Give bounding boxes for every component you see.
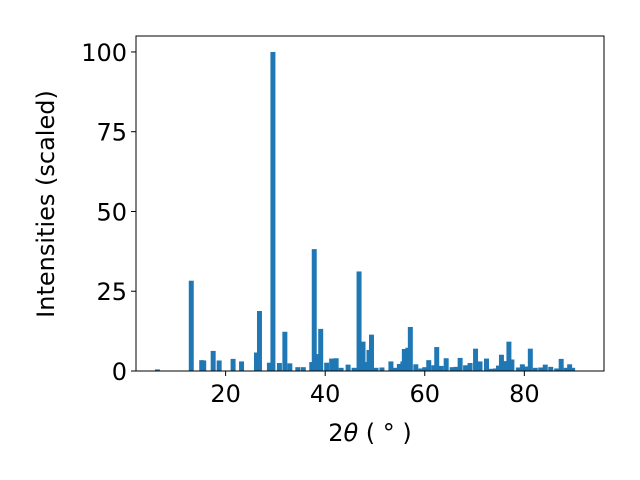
bar — [413, 364, 419, 371]
y-tick-label: 25 — [96, 278, 127, 306]
bar — [570, 367, 576, 371]
bar — [554, 368, 560, 371]
bar — [345, 364, 351, 371]
bar — [449, 367, 455, 371]
bar — [457, 357, 463, 371]
x-axis-ticks: 20 40 60 80 — [210, 371, 540, 408]
x-axis-label-prefix: 2 — [328, 419, 343, 447]
bar — [401, 348, 407, 371]
x-tick-label: 40 — [310, 380, 341, 408]
bar — [270, 51, 276, 371]
x-axis-label-theta: θ — [343, 419, 358, 447]
bar — [324, 362, 330, 371]
bar — [210, 350, 216, 371]
bar — [532, 367, 538, 371]
x-tick-label: 80 — [509, 380, 540, 408]
bar — [523, 366, 529, 371]
bar — [314, 354, 320, 371]
bar — [515, 367, 521, 371]
bar — [388, 361, 394, 371]
bar — [392, 367, 398, 371]
y-axis-label: Intensities (scaled) — [32, 90, 60, 318]
plot-area-frame — [135, 35, 605, 372]
y-axis-ticks: 0 25 50 75 100 — [81, 39, 136, 386]
bar — [495, 365, 501, 371]
bar — [407, 326, 413, 371]
bar — [266, 362, 272, 371]
bar — [396, 363, 402, 371]
bar — [418, 368, 424, 371]
bar — [363, 362, 369, 371]
bar — [282, 331, 288, 371]
bar — [473, 348, 479, 371]
bar — [492, 368, 498, 371]
bar — [369, 334, 374, 371]
bar — [567, 364, 573, 371]
bar — [188, 280, 194, 371]
bar — [467, 363, 473, 371]
bar — [216, 360, 222, 371]
bar — [276, 363, 282, 371]
bar — [509, 359, 515, 371]
bar — [434, 347, 440, 371]
bar — [230, 358, 236, 371]
y-tick-label: 75 — [96, 119, 127, 147]
bar — [239, 361, 245, 371]
x-tick-label: 20 — [210, 380, 241, 408]
y-tick-label: 0 — [112, 358, 127, 386]
y-tick-label: 50 — [96, 198, 127, 226]
bar — [563, 367, 569, 371]
bar — [527, 348, 533, 371]
bar — [558, 358, 564, 371]
bar — [488, 368, 494, 371]
bar — [438, 365, 444, 371]
x-tick-label: 60 — [409, 380, 440, 408]
bars-group — [154, 51, 576, 371]
bar — [502, 361, 508, 371]
bar — [426, 360, 432, 371]
bar — [351, 367, 357, 371]
bar — [453, 366, 459, 371]
bar — [463, 365, 469, 371]
bar — [201, 360, 207, 371]
bar — [295, 367, 301, 371]
bar — [519, 364, 525, 371]
bar — [506, 341, 512, 371]
bar — [477, 361, 483, 371]
bar — [318, 328, 324, 371]
bar — [356, 271, 362, 371]
x-axis-label-suffix: ( ° ) — [358, 419, 412, 447]
bar — [300, 367, 306, 371]
bar — [373, 367, 379, 371]
bar — [443, 358, 449, 371]
y-tick-label: 100 — [81, 39, 127, 67]
bar — [360, 341, 366, 371]
bar — [422, 367, 428, 371]
bar — [333, 358, 339, 371]
bar — [542, 364, 548, 371]
bar — [498, 354, 504, 371]
bar — [484, 358, 489, 371]
bar — [256, 311, 262, 371]
bar — [379, 367, 385, 371]
x-axis-label: 2θ ( ° ) — [328, 419, 412, 447]
bar — [329, 358, 335, 371]
bar — [311, 249, 317, 371]
bar — [154, 369, 160, 371]
bar — [548, 366, 554, 371]
bar — [538, 367, 544, 371]
bar — [338, 367, 344, 371]
bar — [287, 363, 293, 371]
bar — [254, 352, 259, 371]
bar — [431, 365, 437, 371]
